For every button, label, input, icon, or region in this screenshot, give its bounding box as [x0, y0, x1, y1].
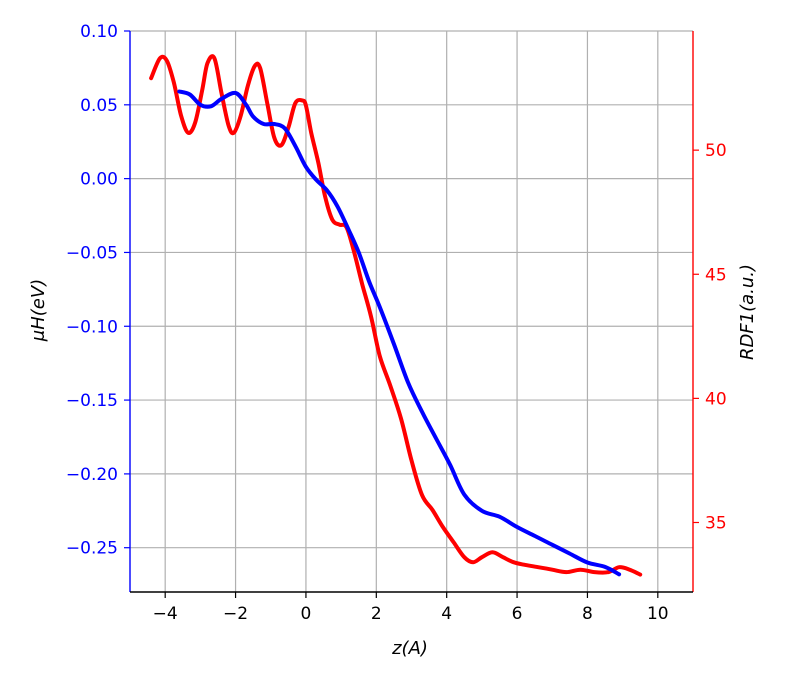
left-y-axis-ticks: 0.10 0.05 0.00 −0.05 −0.10 −0.15 −0.20 −0.25 [66, 22, 130, 559]
x-tick-label: 2 [371, 604, 382, 624]
left-y-tick-label: −0.05 [66, 243, 118, 263]
x-tick-label: −4 [153, 604, 178, 624]
left-y-tick-label: −0.20 [66, 465, 118, 485]
x-tick-label: 10 [647, 604, 669, 624]
left-y-tick-label: −0.15 [66, 391, 118, 411]
right-y-tick-label: 45 [705, 265, 727, 285]
x-tick-label: 0 [301, 604, 312, 624]
right-y-tick-label: 40 [705, 389, 727, 409]
x-axis-ticks: −4 −2 0 2 4 6 8 10 [153, 592, 669, 624]
series-layer [149, 54, 643, 577]
series-line-muH [177, 89, 622, 577]
left-y-tick-label: −0.25 [66, 539, 118, 559]
grid [130, 30, 693, 592]
left-y-tick-label: 0.00 [80, 170, 118, 190]
left-y-axis-label: μH(eV) [28, 279, 49, 342]
right-y-tick-label: 50 [705, 141, 727, 161]
right-y-tick-label: 35 [705, 513, 727, 533]
x-axis-label: z(A) [391, 638, 428, 659]
right-y-axis-label: RDF1(a.u.) [737, 264, 758, 360]
left-y-tick-label: 0.05 [80, 96, 118, 116]
left-y-tick-label: 0.10 [80, 22, 118, 42]
left-y-tick-label: −0.10 [66, 317, 118, 337]
right-y-axis-ticks: 35 40 45 50 [693, 141, 727, 533]
series-line-rdf1 [149, 54, 643, 577]
axes [129, 31, 694, 593]
x-tick-label: 6 [512, 604, 523, 624]
x-tick-label: 4 [441, 604, 452, 624]
x-tick-label: −2 [223, 604, 248, 624]
x-tick-label: 8 [582, 604, 593, 624]
